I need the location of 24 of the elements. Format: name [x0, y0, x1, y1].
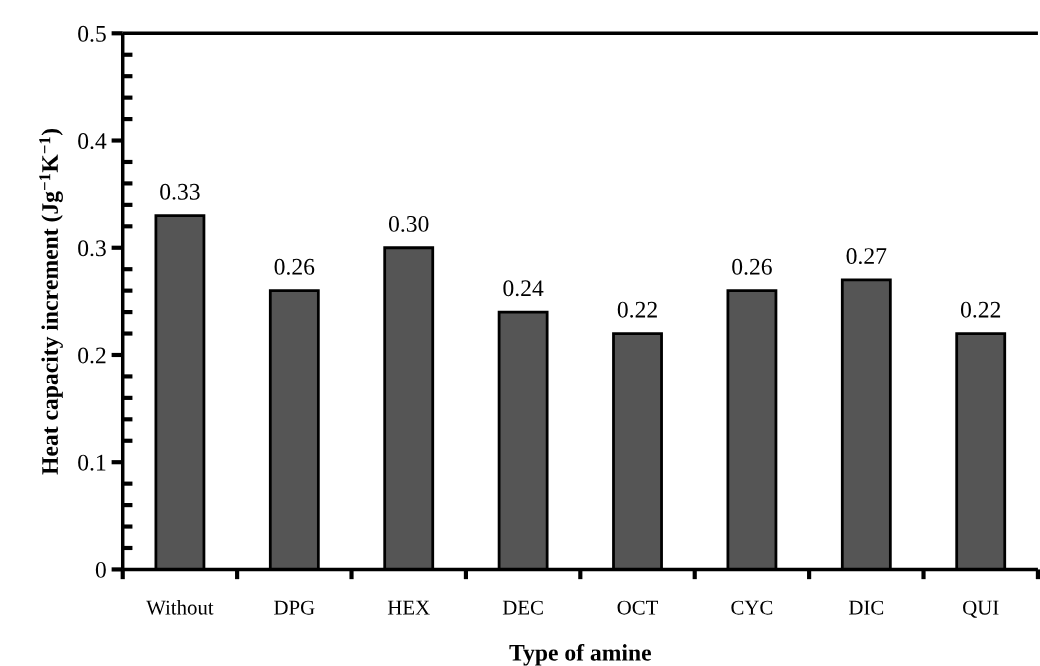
- y-tick-label: 0.5: [78, 25, 106, 42]
- y-tick-label: 0.2: [78, 347, 106, 364]
- data-label: 0.26: [732, 258, 772, 275]
- data-label: 0.30: [388, 215, 429, 232]
- data-label: 0.33: [160, 183, 200, 200]
- x-tick-label: OCT: [617, 600, 659, 615]
- x-tick-label: DPG: [274, 600, 315, 615]
- x-tick-label: HEX: [387, 600, 430, 615]
- y-tick-label: 0: [95, 561, 106, 578]
- x-tick-label: QUI: [963, 600, 999, 618]
- x-tick-label: Without: [146, 599, 214, 615]
- y-tick-label: 0.1: [78, 454, 106, 471]
- y-tick-label: 0.3: [78, 240, 106, 257]
- x-tick-label: DIC: [848, 600, 884, 615]
- data-label: 0.26: [274, 258, 315, 275]
- data-label: 0.27: [846, 248, 887, 265]
- data-label: 0.22: [617, 301, 657, 318]
- data-label: 0.24: [503, 280, 544, 297]
- data-label: 0.22: [960, 301, 1001, 318]
- x-axis-title: Type of amine: [509, 643, 651, 666]
- x-tick-label: DEC: [502, 600, 543, 615]
- x-tick-label: CYC: [731, 600, 773, 615]
- y-axis-title: Heat capacity increment (Jg$^{−1}$K$^{−1}$): [39, 128, 63, 475]
- y-tick-label: 0.4: [78, 133, 107, 150]
